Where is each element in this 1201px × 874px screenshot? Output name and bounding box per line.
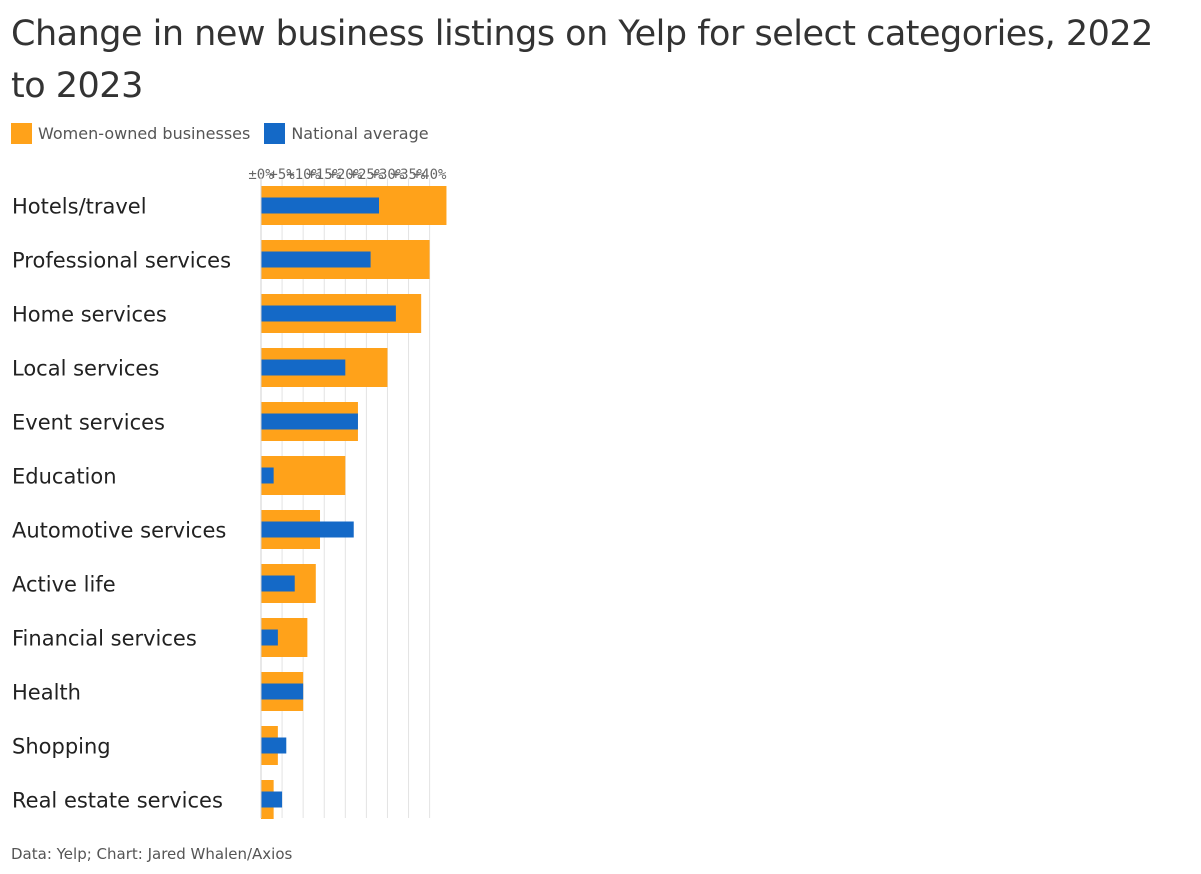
x-tick-label: +25% (350, 167, 384, 183)
category-label: Financial services (12, 627, 197, 651)
bar-national-average (261, 575, 295, 592)
bar-national-average (261, 359, 346, 376)
legend: Women-owned businesses National average (11, 121, 443, 145)
bar-national-average (261, 737, 287, 754)
x-tick-label: +5% (269, 167, 295, 183)
x-tick-label: ±0% (248, 167, 274, 183)
category-label: Health (12, 681, 81, 705)
x-tick-label: +30% (371, 167, 405, 183)
category-label: Event services (12, 411, 165, 435)
bar-national-average (261, 305, 396, 322)
legend-label-national-average: National average (291, 123, 429, 143)
category-label: Shopping (12, 735, 111, 759)
category-label: Local services (12, 357, 159, 381)
x-tick-label: +10% (286, 167, 320, 183)
x-tick-label: +40% (413, 167, 447, 183)
legend-swatch-women-owned (11, 122, 32, 144)
bar-national-average (261, 251, 371, 268)
bar-national-average (261, 629, 278, 646)
legend-item-women-owned: Women-owned businesses (11, 122, 251, 144)
category-label: Home services (12, 303, 167, 327)
category-label: Hotels/travel (12, 195, 147, 219)
category-label: Professional services (12, 249, 231, 273)
bar-national-average (261, 467, 274, 484)
source-note: Data: Yelp; Chart: Jared Whalen/Axios (11, 845, 293, 863)
legend-swatch-national-average (264, 122, 286, 144)
category-label: Education (12, 465, 117, 489)
bar-national-average (261, 683, 304, 700)
legend-item-national-average: National average (264, 122, 429, 144)
x-tick-label: +20% (328, 167, 362, 183)
bar-national-average (261, 791, 283, 808)
bar-chart: ±0%+5%+10%+15%+20%+25%+30%+35%+40% Hotels… (12, 167, 447, 819)
category-label: Real estate services (12, 789, 223, 813)
x-tick-label: +15% (307, 167, 341, 183)
bar-national-average (261, 521, 354, 538)
chart-title: Change in new business listings on Yelp … (11, 14, 1153, 106)
legend-label-women-owned: Women-owned businesses (38, 123, 251, 143)
bar-national-average (261, 413, 358, 430)
bar-women-owned (261, 456, 346, 495)
x-tick-label: +35% (392, 167, 426, 183)
bar-national-average (261, 197, 380, 214)
category-label: Active life (12, 573, 116, 597)
category-label: Automotive services (12, 519, 226, 543)
